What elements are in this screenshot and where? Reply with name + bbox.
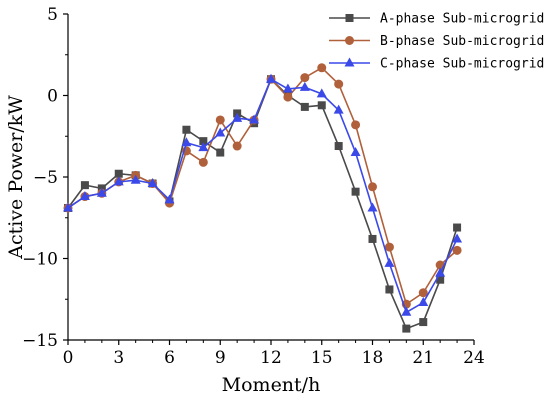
- data-point: [368, 182, 377, 192]
- data-point: [114, 169, 123, 178]
- data-point: [300, 73, 310, 83]
- x-tick-label: 3: [113, 348, 124, 368]
- x-tick-label: 0: [63, 348, 74, 368]
- data-point: [299, 81, 310, 91]
- data-point: [452, 233, 463, 243]
- data-point: [351, 120, 361, 130]
- y-axis: 5 0 −5 −10 −15: [22, 5, 69, 351]
- data-point: [283, 92, 293, 102]
- legend-label: A-phase Sub-microgrid: [380, 12, 544, 27]
- data-point: [436, 275, 445, 284]
- data-point: [215, 127, 226, 137]
- legend-marker: [345, 36, 354, 45]
- data-point: [215, 115, 225, 125]
- y-tick-label: −5: [33, 168, 58, 188]
- data-point: [452, 245, 462, 255]
- data-point: [130, 174, 141, 184]
- data-point: [198, 142, 209, 152]
- data-point: [316, 88, 327, 98]
- data-point: [232, 112, 243, 122]
- data-point: [216, 148, 225, 157]
- x-tick-label: 12: [260, 348, 282, 368]
- series-layer: [63, 63, 463, 333]
- series-triangle: [63, 73, 463, 316]
- data-point: [453, 223, 462, 232]
- data-point: [113, 176, 124, 186]
- x-tick-label: 6: [164, 348, 175, 368]
- x-axis-title: Moment/h: [222, 374, 321, 396]
- data-point: [385, 285, 394, 294]
- data-point: [317, 63, 327, 73]
- x-tick-label: 18: [362, 348, 384, 368]
- data-point: [249, 114, 260, 124]
- data-point: [384, 257, 395, 267]
- data-point: [164, 194, 175, 204]
- data-point: [317, 101, 326, 110]
- series-square: [64, 75, 462, 333]
- data-point: [198, 157, 208, 167]
- data-point: [419, 318, 428, 327]
- data-point: [334, 142, 343, 151]
- data-point: [80, 181, 89, 190]
- data-point: [418, 297, 429, 307]
- x-tick-label: 21: [412, 348, 434, 368]
- data-point: [266, 73, 276, 83]
- data-point: [435, 267, 446, 277]
- x-tick-label: 15: [311, 348, 333, 368]
- y-tick-label: −10: [22, 250, 58, 270]
- data-point: [182, 125, 191, 134]
- data-point: [334, 79, 344, 89]
- legend-item: B-phase Sub-microgrid: [329, 34, 544, 49]
- data-point: [96, 187, 107, 197]
- data-point: [232, 141, 242, 151]
- x-tick-label: 9: [215, 348, 226, 368]
- data-point: [181, 137, 192, 147]
- data-point: [300, 102, 309, 111]
- data-point: [282, 83, 293, 93]
- data-point: [351, 187, 360, 196]
- x-axis: 0 3 6 9 12 15 18 21 24: [63, 339, 485, 368]
- data-point: [384, 242, 394, 252]
- data-point: [418, 288, 428, 298]
- legend-item: C-phase Sub-microgrid: [329, 57, 544, 72]
- data-point: [402, 324, 411, 333]
- data-point: [199, 137, 208, 146]
- data-point: [147, 178, 158, 188]
- legend-label: C-phase Sub-microgrid: [380, 57, 544, 72]
- y-tick-label: 0: [47, 87, 58, 107]
- data-point: [333, 104, 344, 114]
- y-tick-label: 5: [47, 5, 58, 25]
- y-axis-title: Active Power/kW: [5, 95, 27, 260]
- legend-marker: [344, 57, 355, 67]
- y-tick-label: −15: [22, 331, 58, 351]
- legend: A-phase Sub-microgrid B-phase Sub-microgr…: [329, 12, 544, 72]
- x-tick-label: 24: [463, 348, 485, 368]
- data-point: [79, 191, 90, 201]
- data-point: [63, 202, 73, 212]
- data-point: [368, 234, 377, 243]
- data-point: [350, 147, 361, 157]
- legend-marker: [345, 14, 354, 22]
- legend-label: B-phase Sub-microgrid: [380, 34, 544, 49]
- data-point: [401, 306, 412, 316]
- legend-item: A-phase Sub-microgrid: [329, 12, 544, 27]
- data-point: [367, 202, 378, 212]
